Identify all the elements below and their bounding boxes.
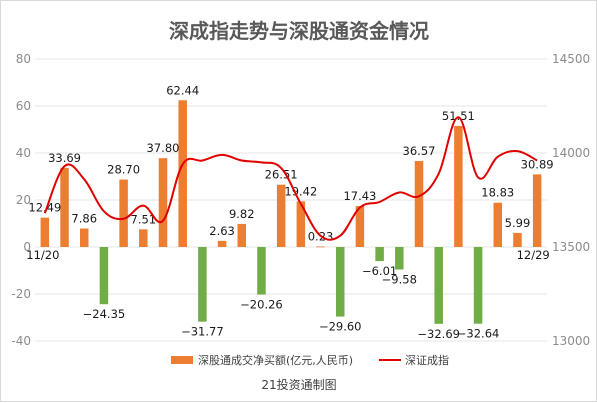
bar bbox=[493, 202, 503, 247]
source-note: 21投资通制图 bbox=[261, 377, 336, 392]
bar-data-label: 18.83 bbox=[481, 186, 514, 200]
grid-lines bbox=[35, 58, 547, 342]
bar-data-label: 37.80 bbox=[147, 141, 180, 155]
bar-data-label: −6.01 bbox=[362, 264, 397, 278]
bar-data-label: −24.35 bbox=[83, 307, 126, 321]
left-tick-label: 80 bbox=[16, 52, 31, 66]
bar bbox=[434, 247, 443, 324]
bar bbox=[276, 184, 286, 247]
bar bbox=[79, 228, 89, 247]
left-axis-ticks: 80 60 40 20 0 -20 -40 bbox=[11, 52, 31, 348]
bar bbox=[513, 232, 522, 247]
bar bbox=[158, 158, 168, 247]
bar bbox=[395, 247, 404, 270]
bar-data-labels: 12.49 33.69 7.86 −24.35 28.70 7.51 37.80 62.44 −… bbox=[28, 83, 553, 341]
bar bbox=[40, 217, 50, 247]
bar-data-label: 7.51 bbox=[131, 212, 157, 226]
legend-bar-swatch bbox=[171, 356, 193, 364]
bar bbox=[198, 247, 207, 322]
right-tick-label: 13000 bbox=[552, 334, 590, 348]
bar-data-label: 51.51 bbox=[442, 109, 475, 123]
legend: 深股通成交净买额(亿元,人民币) 深证成指 bbox=[171, 353, 449, 367]
bar bbox=[355, 206, 365, 247]
left-tick-label: -40 bbox=[11, 334, 31, 348]
bar-data-label: −32.64 bbox=[457, 327, 500, 341]
left-tick-label: -20 bbox=[11, 287, 31, 301]
bar-data-label: −9.58 bbox=[382, 273, 417, 287]
bar-data-label: 2.63 bbox=[209, 224, 235, 238]
legend-bar-label: 深股通成交净买额(亿元,人民币) bbox=[198, 353, 353, 367]
bar-series bbox=[40, 100, 542, 324]
bar bbox=[178, 100, 187, 248]
left-tick-label: 60 bbox=[16, 99, 31, 113]
bar bbox=[454, 125, 463, 247]
bar bbox=[119, 179, 128, 247]
bar bbox=[532, 174, 542, 247]
bar bbox=[316, 246, 325, 248]
right-tick-label: 14500 bbox=[552, 52, 590, 66]
x-label-last: 12/29 bbox=[517, 248, 550, 262]
bar bbox=[375, 247, 384, 262]
bar bbox=[473, 247, 483, 324]
index-line bbox=[43, 116, 538, 241]
bar bbox=[237, 223, 247, 247]
x-axis-labels: 11/20 12/29 bbox=[26, 248, 549, 262]
left-tick-label: 20 bbox=[16, 193, 31, 207]
bar bbox=[414, 161, 424, 247]
bar-data-label: 9.82 bbox=[229, 207, 255, 221]
bar-data-label: 19.42 bbox=[284, 184, 317, 198]
right-tick-label: 13500 bbox=[552, 240, 590, 254]
x-label-first: 11/20 bbox=[26, 248, 59, 262]
bar-data-label: −29.60 bbox=[319, 320, 362, 334]
left-tick-label: 40 bbox=[16, 146, 31, 160]
bar-data-label: 30.89 bbox=[521, 157, 554, 171]
line-series bbox=[43, 116, 538, 241]
right-tick-label: 14000 bbox=[552, 146, 590, 160]
bar bbox=[99, 247, 109, 305]
bar-data-label: 7.86 bbox=[71, 212, 97, 226]
right-axis-ticks: 14500 14000 13500 13000 bbox=[552, 52, 590, 348]
bar-data-label: 62.44 bbox=[166, 83, 199, 97]
bar bbox=[139, 229, 148, 247]
bar-data-label: 12.49 bbox=[28, 201, 61, 215]
legend-line-label: 深证成指 bbox=[405, 353, 449, 367]
bar-data-label: 26.51 bbox=[265, 168, 298, 182]
bar-data-label: 28.70 bbox=[107, 163, 140, 177]
bar bbox=[60, 167, 69, 247]
bar-data-label: 17.43 bbox=[343, 189, 376, 203]
bar-data-label: −20.26 bbox=[240, 298, 283, 312]
bar-data-label: −32.69 bbox=[417, 327, 460, 341]
bar bbox=[257, 247, 266, 295]
chart-title: 深成指走势与深股通资金情况 bbox=[169, 19, 429, 43]
bar-data-label: −31.77 bbox=[181, 325, 224, 339]
left-tick-label: 0 bbox=[23, 240, 31, 254]
bar-data-label: 36.57 bbox=[403, 144, 436, 158]
bar-data-label: 33.69 bbox=[48, 151, 81, 165]
bar bbox=[296, 201, 306, 247]
bar bbox=[335, 247, 345, 317]
bar bbox=[217, 240, 227, 247]
bar-data-label: 5.99 bbox=[505, 216, 531, 230]
